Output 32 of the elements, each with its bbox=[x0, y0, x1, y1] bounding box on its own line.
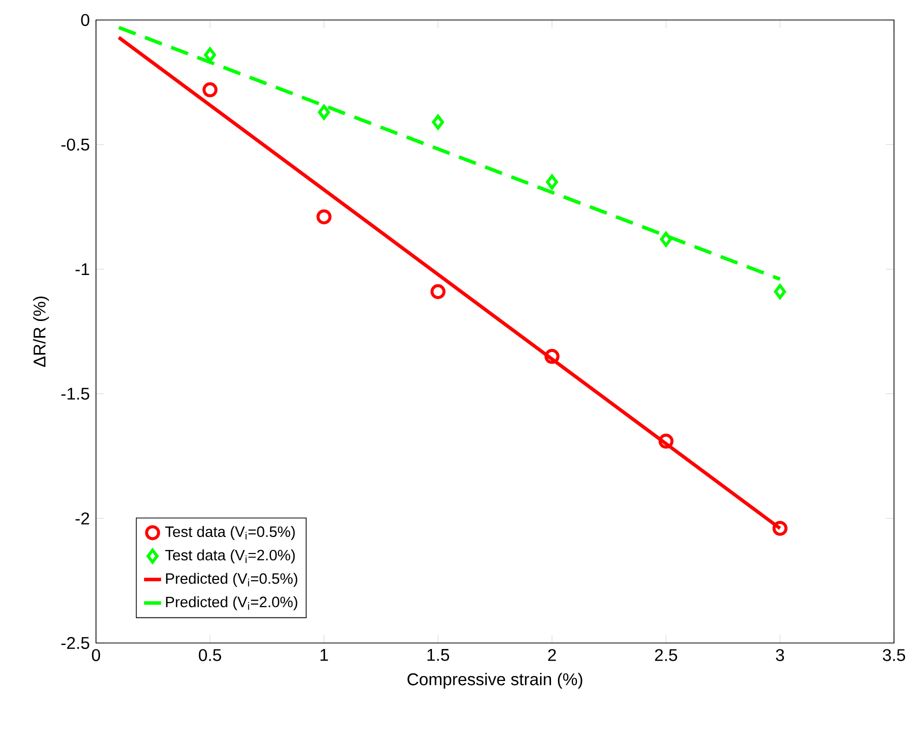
legend-label: Test data (V$_{i}$=0.5%) bbox=[165, 526, 295, 540]
point bbox=[772, 520, 788, 536]
point bbox=[658, 434, 674, 449]
point bbox=[316, 209, 332, 224]
x-tick-label: 2.5 bbox=[655, 649, 678, 662]
point bbox=[430, 284, 446, 300]
point bbox=[546, 174, 558, 190]
legend-label: Predicted (V$_{i}$=0.5%) bbox=[166, 572, 298, 587]
point bbox=[204, 47, 216, 62]
x-tick-label: 3.5 bbox=[882, 649, 906, 662]
point bbox=[318, 104, 330, 120]
y-tick-label: 0 bbox=[81, 14, 90, 26]
point bbox=[660, 232, 672, 247]
y-axis-title: ΔR/R (%) bbox=[33, 296, 49, 367]
x-tick-label: 1.5 bbox=[427, 649, 450, 661]
x-tick-label: 1 bbox=[320, 649, 328, 661]
x-axis-title: Compressive strain (%) bbox=[408, 672, 582, 689]
legend-label: Predicted (V$_{i}$=2.0%) bbox=[166, 596, 298, 610]
point bbox=[774, 284, 786, 300]
point bbox=[202, 82, 218, 98]
x-tick-label: 0 bbox=[92, 649, 100, 662]
x-tick-label: 3 bbox=[776, 649, 784, 662]
y-tick-label: -2 bbox=[76, 512, 90, 524]
y-tick-label: -1.5 bbox=[61, 388, 90, 400]
y-tick-label: -2.5 bbox=[61, 636, 90, 650]
point bbox=[544, 348, 560, 364]
point bbox=[432, 114, 444, 130]
x-tick-label: 2 bbox=[548, 649, 556, 661]
legend-label: Test data (V$_{i}$=2.0%) bbox=[165, 549, 295, 564]
y-tick-label: -1 bbox=[76, 263, 90, 276]
y-tick-label: -0.5 bbox=[61, 138, 90, 151]
x-tick-label: 0.5 bbox=[198, 649, 222, 662]
